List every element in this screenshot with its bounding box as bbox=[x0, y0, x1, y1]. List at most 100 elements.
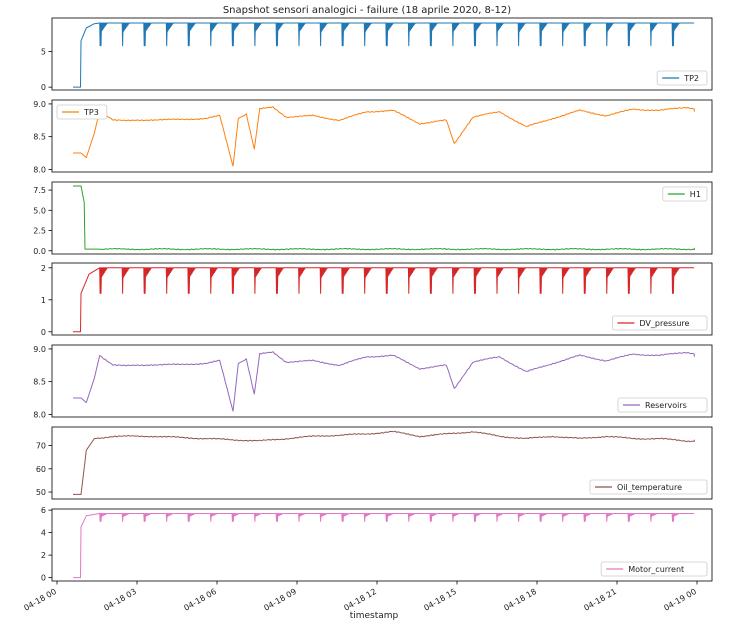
y-tick: 5.0 bbox=[33, 206, 52, 215]
x-tick: 04-18 03 bbox=[102, 581, 138, 613]
chart-title: Snapshot sensori analogici - failure (18… bbox=[223, 5, 511, 16]
x-tick: 04-18 21 bbox=[582, 581, 618, 613]
x-tick-label: 04-18 00 bbox=[22, 587, 58, 613]
series-line-motor-current bbox=[73, 513, 695, 579]
y-tick: 8.5 bbox=[33, 378, 52, 387]
x-tick-label: 04-18 18 bbox=[502, 587, 538, 613]
y-tick-label: 4 bbox=[41, 529, 46, 538]
legend-reservoirs: Reservoirs bbox=[617, 397, 708, 413]
legend-oil-temperature: Oil_temperature bbox=[589, 479, 708, 495]
panel-dv-pressure: 0 1 2 DV_pressure bbox=[41, 262, 713, 337]
series-line-tp3 bbox=[73, 106, 695, 167]
panel-frame bbox=[51, 17, 713, 91]
y-tick-label: 8.5 bbox=[33, 378, 46, 387]
y-tick-label: 60 bbox=[36, 465, 46, 474]
y-tick-label: 0.0 bbox=[33, 247, 46, 256]
legend-h1: H1 bbox=[662, 186, 708, 202]
panel-tp2: 0 5 TP2 bbox=[41, 17, 713, 92]
panel-oil-temperature: 50 60 70 Oil_temperature bbox=[36, 426, 713, 500]
panel-frame bbox=[51, 99, 713, 173]
y-tick: 8.5 bbox=[33, 133, 52, 142]
y-tick-label: 6 bbox=[41, 506, 46, 515]
series-line-dv-pressure bbox=[73, 267, 695, 333]
panel-frame bbox=[51, 508, 713, 582]
y-tick-label: 7.5 bbox=[33, 186, 46, 195]
y-tick-label: 0 bbox=[41, 574, 46, 583]
x-tick-label: 04-18 21 bbox=[582, 587, 618, 613]
y-tick: 0.0 bbox=[33, 247, 52, 256]
x-tick-label: 04-18 06 bbox=[182, 587, 218, 613]
x-tick-label: 04-18 12 bbox=[342, 587, 378, 613]
x-axis-label: timestamp bbox=[350, 611, 399, 621]
panel-frame bbox=[51, 262, 713, 336]
y-tick-label: 2 bbox=[41, 264, 46, 273]
legend-label: Reservoirs bbox=[645, 401, 687, 410]
panel-h1: 0.0 2.5 5.0 7.5 H1 bbox=[33, 181, 713, 256]
legend-label: Oil_temperature bbox=[617, 483, 682, 492]
y-tick-label: 0 bbox=[41, 83, 46, 92]
y-tick: 60 bbox=[36, 465, 52, 474]
chart-panels: 0 5 TP2 8.0 8.5 9.0 TP3 0.0 2.5 5.0 7.5 H1 0 1 2 DV_pre… bbox=[33, 17, 713, 583]
x-tick: 04-18 09 bbox=[262, 581, 298, 613]
y-tick-label: 5.0 bbox=[33, 206, 46, 215]
panel-frame bbox=[51, 181, 713, 255]
y-tick: 0 bbox=[41, 83, 52, 92]
panel-frame bbox=[51, 344, 713, 418]
y-tick: 8.0 bbox=[33, 165, 52, 174]
y-tick-label: 70 bbox=[36, 442, 46, 451]
y-tick-label: 5 bbox=[41, 48, 46, 57]
legend-tp3: TP3 bbox=[56, 104, 108, 120]
y-tick: 0 bbox=[41, 328, 52, 337]
x-tick: 04-18 15 bbox=[422, 581, 458, 613]
x-tick-label: 04-19 00 bbox=[662, 587, 698, 613]
y-tick-label: 0 bbox=[41, 328, 46, 337]
x-tick: 04-18 18 bbox=[502, 581, 538, 613]
y-tick: 50 bbox=[36, 488, 52, 497]
y-tick: 9.0 bbox=[33, 345, 52, 354]
x-tick: 04-19 00 bbox=[662, 581, 698, 613]
legend-dv-pressure: DV_pressure bbox=[612, 315, 708, 331]
legend-label: DV_pressure bbox=[639, 319, 689, 328]
panel-reservoirs: 8.0 8.5 9.0 Reservoirs bbox=[33, 344, 713, 419]
y-tick: 70 bbox=[36, 442, 52, 451]
panel-tp3: 8.0 8.5 9.0 TP3 bbox=[33, 99, 713, 174]
legend-motor-current: Motor_current bbox=[600, 561, 708, 577]
y-tick: 1 bbox=[41, 296, 52, 305]
y-tick: 9.0 bbox=[33, 100, 52, 109]
y-tick-label: 8.0 bbox=[33, 165, 46, 174]
y-tick-label: 8.5 bbox=[33, 133, 46, 142]
y-tick: 2 bbox=[41, 551, 52, 560]
x-tick: 04-18 00 bbox=[22, 581, 58, 613]
y-tick: 0 bbox=[41, 574, 52, 583]
y-tick-label: 50 bbox=[36, 488, 46, 497]
legend-tp2: TP2 bbox=[656, 70, 708, 86]
y-tick-label: 9.0 bbox=[33, 100, 46, 109]
series-line-reservoirs bbox=[73, 351, 695, 412]
legend-label: TP3 bbox=[83, 108, 99, 117]
panel-frame bbox=[51, 426, 713, 500]
y-tick: 7.5 bbox=[33, 186, 52, 195]
x-tick-label: 04-18 15 bbox=[422, 587, 458, 613]
series-line-h1 bbox=[73, 185, 695, 251]
y-tick: 2.5 bbox=[33, 227, 52, 236]
y-tick: 2 bbox=[41, 264, 52, 273]
series-line-tp2 bbox=[73, 22, 695, 88]
x-tick: 04-18 12 bbox=[342, 581, 378, 613]
y-tick-label: 9.0 bbox=[33, 345, 46, 354]
x-tick-label: 04-18 09 bbox=[262, 587, 298, 613]
legend-label: Motor_current bbox=[628, 565, 684, 574]
y-tick: 8.0 bbox=[33, 410, 52, 419]
y-tick: 4 bbox=[41, 529, 52, 538]
y-tick-label: 2.5 bbox=[33, 227, 46, 236]
y-tick: 6 bbox=[41, 506, 52, 515]
legend-label: TP2 bbox=[683, 74, 699, 83]
x-tick-label: 04-18 03 bbox=[102, 587, 138, 613]
legend-label: H1 bbox=[690, 190, 701, 199]
x-tick: 04-18 06 bbox=[182, 581, 218, 613]
y-tick-label: 1 bbox=[41, 296, 46, 305]
panel-motor-current: 0 2 4 6 Motor_current bbox=[41, 506, 713, 583]
x-axis: 04-18 00 04-18 03 04-18 06 04-18 09 04-18 12… bbox=[22, 581, 698, 613]
series-line-oil-temperature bbox=[73, 430, 695, 495]
y-tick-label: 2 bbox=[41, 551, 46, 560]
